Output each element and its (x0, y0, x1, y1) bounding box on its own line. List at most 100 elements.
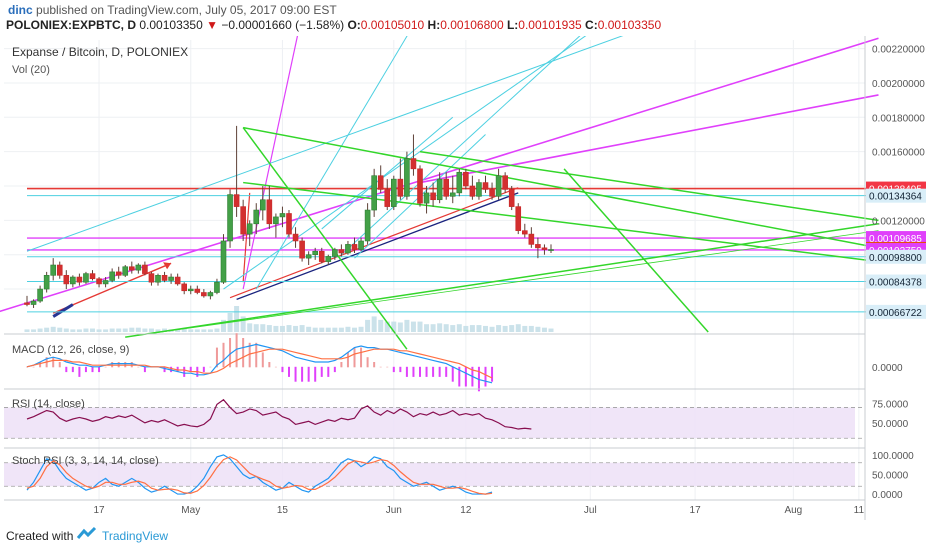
indicator-tick-label: 75.0000 (872, 400, 909, 411)
macd-histogram-bar (242, 338, 245, 368)
macd-histogram-bar (163, 366, 166, 373)
candle-body (299, 240, 305, 259)
candle-body (417, 168, 423, 204)
candle-body (253, 209, 260, 225)
macd-histogram-bar (340, 362, 343, 368)
volume-bar (430, 324, 436, 332)
candle-body (142, 264, 148, 274)
volume-bar (404, 319, 410, 332)
macd-histogram-bar (405, 366, 408, 377)
stoch-rsi-pane: 100.0000 50.0000 0.0000 (4, 451, 914, 501)
volume-bar (443, 324, 449, 332)
macd-histogram-bar (425, 366, 428, 377)
candle-body (410, 158, 417, 170)
candle-body (541, 247, 548, 250)
volume-bar (44, 327, 50, 332)
tradingview-brand-link[interactable]: TradingView (102, 529, 169, 543)
price-tick-label: 0.00180000 (872, 113, 925, 124)
candle-body (30, 300, 37, 305)
volume-bar (306, 326, 312, 332)
volume-bar (332, 327, 338, 332)
volume-bar (135, 327, 141, 332)
macd-histogram-bar (419, 366, 421, 377)
macd-histogram-bar (360, 347, 363, 368)
indicator-line (26, 456, 493, 495)
symbol-name: POLONIEX:EXPBTC, D (6, 18, 137, 32)
indicator-line (26, 454, 493, 495)
macd-histogram-bar (491, 366, 494, 382)
candle-body (181, 283, 187, 292)
candle-body (273, 216, 279, 225)
candle-body (449, 192, 456, 197)
price-tag (866, 249, 926, 264)
candle-body (312, 250, 319, 256)
candle-body (463, 171, 469, 187)
volume-bar (312, 327, 318, 332)
macd-histogram-bar (314, 366, 317, 382)
macd-histogram-bar (248, 342, 251, 368)
macd-histogram-bar (143, 366, 146, 373)
trendline (321, 116, 454, 230)
volume-bar (103, 329, 109, 332)
volume-bar (502, 325, 508, 332)
close-value: 0.00103350 (597, 18, 662, 32)
candle-body (246, 223, 253, 235)
macd-histogram-bar (65, 366, 68, 373)
price-tag-label: 0.00066722 (869, 308, 922, 319)
volume-bar (76, 329, 82, 332)
volume-bar (24, 329, 30, 332)
volume-bar (221, 319, 226, 332)
volume-bar (57, 327, 63, 332)
macd-histogram-bar (294, 366, 297, 382)
volume-bar (299, 325, 305, 332)
macd-histogram-bar (183, 366, 186, 377)
macd-histogram-bar (215, 347, 218, 368)
author-link[interactable]: dinc (8, 3, 33, 17)
volume-bar (273, 325, 279, 332)
candle-body (305, 254, 312, 259)
macd-histogram-bar (379, 366, 382, 368)
price-tick-label: 0.00120000 (872, 216, 925, 227)
chart-background (4, 36, 865, 520)
candle-body (187, 288, 194, 292)
macd-histogram-bar (261, 352, 264, 368)
close-label: C: (585, 18, 598, 32)
macd-histogram-bar (451, 366, 454, 382)
trendline (243, 181, 879, 263)
candle-body (24, 302, 30, 305)
indicator-tick-label: 100.0000 (872, 451, 914, 462)
candle-body (50, 264, 57, 276)
volume-bar (410, 321, 416, 332)
candle-body (109, 271, 115, 281)
candle-body (364, 209, 371, 242)
volume-bar (535, 326, 541, 332)
open-label: O: (347, 18, 361, 32)
tradingview-logo-icon[interactable] (76, 526, 98, 542)
time-axis[interactable]: 17 May 15 Jun 12 Jul 17 Aug 11 (93, 505, 864, 516)
candle-body (456, 171, 463, 194)
volume-indicator-label: Vol (20) (12, 64, 50, 76)
macd-histogram-bar (353, 347, 356, 368)
time-tick-label: 11 (854, 505, 865, 516)
price-tag-label: 0.00134364 (869, 192, 922, 203)
volume-bar (162, 328, 168, 332)
candle-body (286, 213, 292, 235)
volume-bar (50, 326, 56, 332)
price-tag (866, 274, 926, 289)
trendline (26, 36, 624, 252)
trendline (229, 187, 519, 299)
rsi-pane: 75.0000 50.0000 (4, 398, 909, 439)
volume-bar (266, 325, 272, 332)
macd-histogram-bar (484, 366, 487, 387)
macd-histogram-bar (71, 366, 74, 373)
macd-label: MACD (12, 26, close, 9) (12, 344, 129, 356)
volume-bar (469, 325, 475, 332)
candle-body (70, 276, 76, 285)
chart-area[interactable]: 0.00220000 0.00200000 0.00180000 0.00160000… (0, 36, 932, 520)
volume-bar (96, 329, 102, 332)
candle-body (115, 271, 122, 276)
candle-body (535, 244, 541, 249)
trendline (0, 37, 879, 313)
candle-body (83, 273, 89, 283)
publish-info: published on TradingView.com, July 05, 2… (36, 3, 337, 17)
